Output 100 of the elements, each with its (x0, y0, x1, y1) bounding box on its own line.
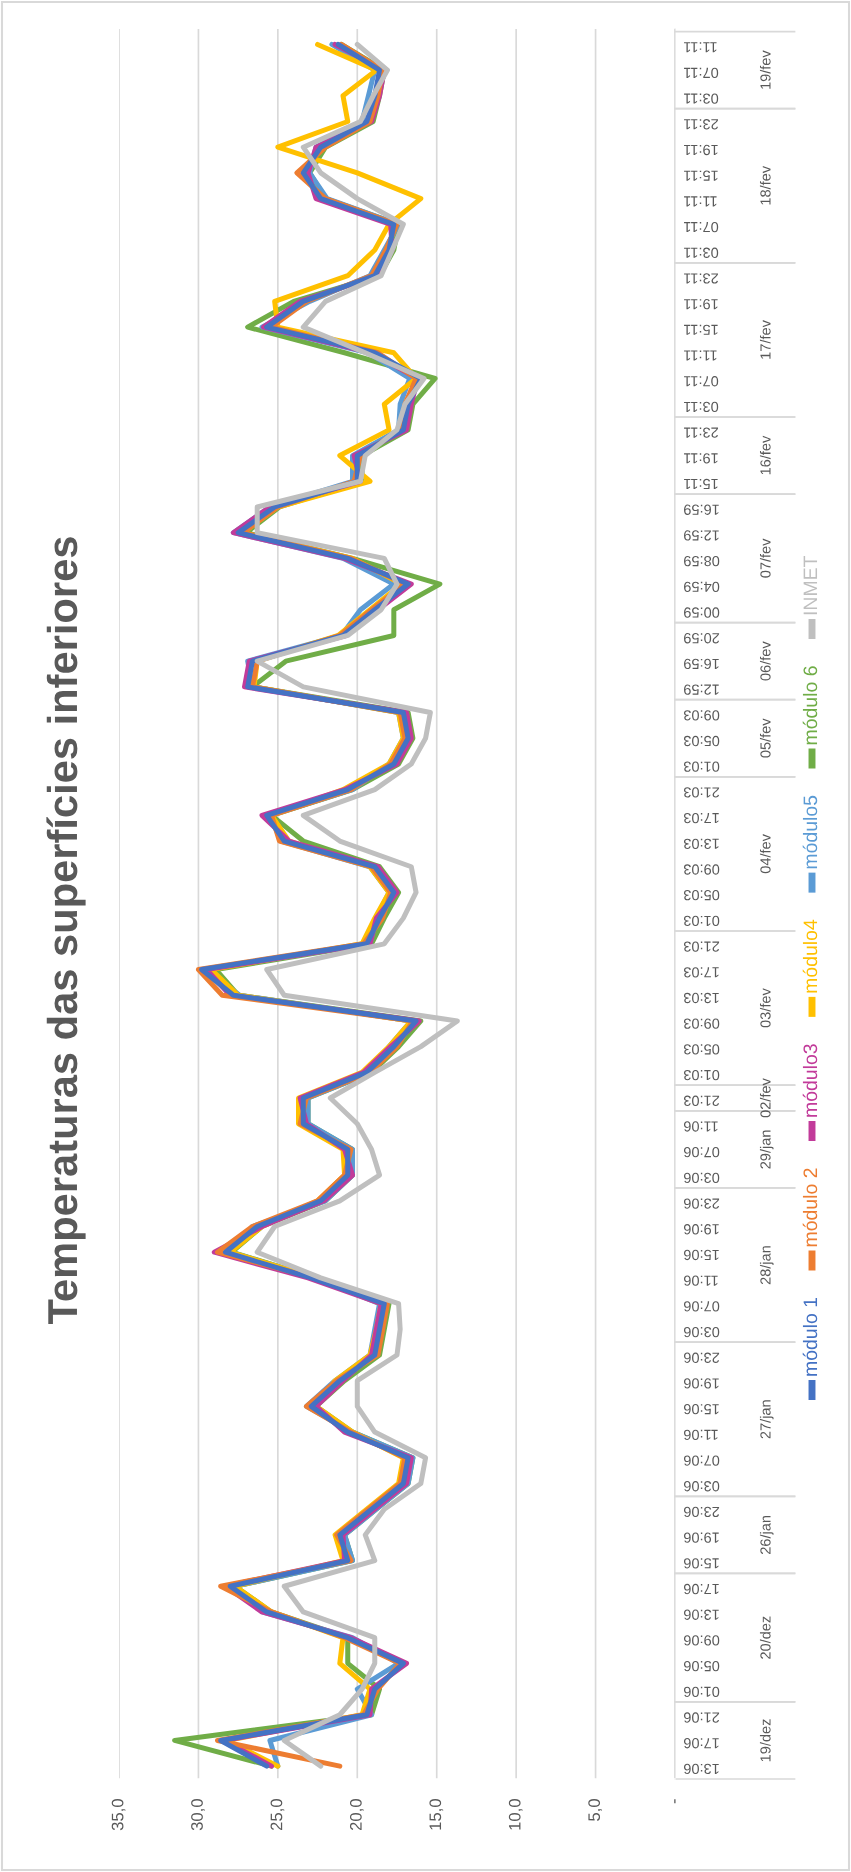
text: 05/fev (759, 718, 771, 758)
y-tick-label: 19:11 (684, 453, 718, 464)
y-tick-label: 01:03 (683, 1069, 720, 1081)
text: módulo 6 (802, 666, 818, 745)
text: módulo3 (802, 1044, 818, 1117)
y-tick-label: 19:11 (684, 298, 718, 310)
y-tick-label: 05:03 (683, 890, 720, 901)
y-tick-label: 15:06 (683, 1558, 719, 1569)
y-tick-label: 03:11 (684, 247, 719, 258)
y-tick-label: 01:03 (683, 915, 720, 927)
x-tick-label: 10,0 (508, 1799, 523, 1830)
y-tick-label: 03:11 (684, 401, 719, 413)
text: 02/fev (759, 1078, 771, 1118)
text: módulo4 (802, 919, 818, 993)
text: 29/jan (759, 1130, 774, 1169)
text: Temperaturas das superfícies inferiores (46, 537, 86, 1324)
text: 26/jan (759, 1515, 774, 1555)
x-tick-label: 5,0 (588, 1799, 603, 1821)
y-tick-label: 23:06 (683, 1198, 720, 1209)
y-tick-label: 17:06 (683, 1738, 719, 1749)
y-tick-label: 05:03 (683, 735, 720, 747)
y-tick-label: 08:59 (684, 555, 720, 567)
y-tick-label: 11:06 (683, 1121, 718, 1132)
y-tick-label: 01:06 (683, 1686, 720, 1697)
y-tick-label: 20:59 (684, 633, 720, 644)
y-tick-label: 13:03 (683, 992, 719, 1004)
y-tick-label: 03:11 (684, 93, 719, 104)
y-tick-label: 23:11 (684, 119, 719, 130)
y-tick-label: 07:11 (684, 221, 719, 233)
y-tick-label: 15:06 (683, 1249, 719, 1261)
x-tick-label: 35,0 (111, 1799, 126, 1831)
y-tick-label: 11:11 (684, 42, 717, 53)
y-tick-label: 09:03 (683, 1018, 720, 1029)
y-tick-label: 13:06 (683, 1763, 719, 1775)
y-tick-label: 17:03 (683, 967, 719, 978)
text: módulo 1 (802, 1297, 818, 1376)
y-tick-label: 05:03 (683, 1044, 720, 1055)
text: 19/fev (759, 50, 771, 89)
text: INMET (803, 555, 818, 615)
text: 06/fev (759, 641, 771, 681)
y-tick-label: 09:06 (683, 1635, 720, 1646)
y-tick-label: 23:06 (683, 1352, 720, 1363)
y-tick-label: 07:11 (684, 67, 719, 79)
y-tick-label: 21:03 (683, 1095, 720, 1106)
y-tick-label: 12:59 (684, 530, 719, 541)
y-tick-label: 17:03 (683, 812, 719, 824)
x-tick-label: 20,0 (349, 1799, 364, 1831)
y-tick-label: 03:06 (683, 1172, 720, 1184)
y-tick-label: 04:59 (684, 581, 720, 592)
text: 27/jan (759, 1400, 774, 1439)
y-tick-label: 00:59 (684, 607, 720, 618)
text: 07/fev (759, 538, 771, 578)
y-tick-label: 15:06 (683, 1403, 719, 1415)
text: 19/dez (759, 1719, 771, 1762)
y-tick-label: 15:11 (684, 170, 718, 181)
y-tick-label: 07:06 (683, 1301, 720, 1312)
y-tick-label: 21:03 (683, 941, 720, 952)
y-tick-label: 05:06 (683, 1660, 720, 1672)
text: 03/fev (759, 988, 771, 1028)
text: 04/fev (759, 834, 771, 874)
text: 16/fev (759, 435, 771, 475)
y-tick-label: 13:03 (683, 838, 719, 849)
y-tick-label: 19:06 (683, 1378, 719, 1389)
text: módulo5 (802, 795, 818, 869)
y-tick-label: 07:06 (683, 1455, 720, 1466)
text: 20/dez (759, 1616, 771, 1659)
x-tick-label: 15,0 (429, 1799, 444, 1830)
y-tick-label: 09:03 (683, 864, 720, 875)
y-tick-label: 19:06 (683, 1532, 719, 1543)
y-tick-label: 21:06 (683, 1712, 720, 1723)
text: 17/fev (759, 320, 771, 359)
y-tick-label: 16:59 (684, 658, 719, 670)
y-tick-label: 07:06 (683, 1147, 720, 1158)
y-tick-label: 12:59 (684, 684, 719, 695)
y-tick-label: 19:06 (683, 1224, 719, 1235)
y-tick-label: 03:06 (683, 1326, 720, 1338)
y-tick-label: 01:03 (683, 761, 720, 772)
y-tick-label: 11:11 (684, 350, 717, 361)
text: módulo 2 (802, 1168, 818, 1247)
y-tick-label: 15:11 (684, 324, 718, 335)
y-tick-label: 19:11 (684, 144, 718, 156)
y-tick-label: 15:11 (684, 478, 718, 490)
x-tick-label: 25,0 (270, 1799, 285, 1831)
y-tick-label: 17:06 (683, 1583, 719, 1595)
y-tick-label: 03:06 (683, 1481, 720, 1492)
y-tick-label: 23:11 (684, 427, 719, 438)
y-tick-label: 11:06 (683, 1275, 718, 1286)
y-tick-label: 13:06 (683, 1609, 719, 1620)
x-tick-label: - (674, 1799, 676, 1804)
text: 18/fev (759, 165, 771, 205)
y-tick-label: 07:11 (684, 376, 719, 387)
y-tick-label: 21:03 (683, 787, 720, 798)
y-tick-label: 16:59 (684, 504, 719, 515)
text: 28/jan (759, 1246, 774, 1285)
x-tick-label: 30,0 (191, 1799, 205, 1831)
y-tick-label: 23:06 (683, 1506, 720, 1518)
y-tick-label: 09:03 (683, 710, 720, 721)
y-tick-label: 23:11 (684, 273, 719, 284)
y-tick-label: 11:11 (684, 196, 717, 207)
y-tick-label: 11:06 (683, 1429, 718, 1441)
